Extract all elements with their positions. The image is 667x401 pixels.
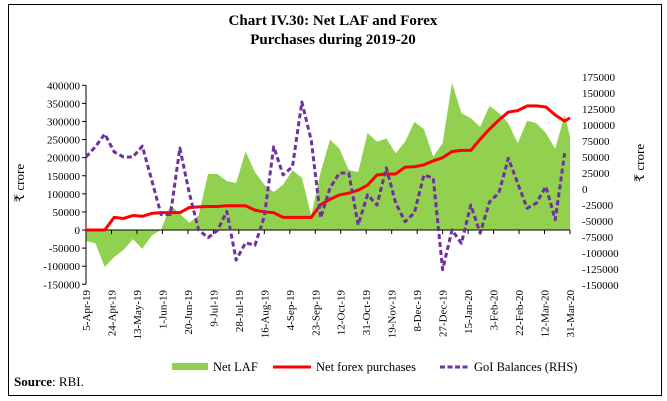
y-left-tick-label: 250000 [47,135,81,147]
net-laf-area [86,82,570,267]
x-tick-label: 31-Mar-20 [565,290,577,338]
y-right-tick-label: 25000 [582,168,610,180]
x-tick-label: 27-Dec-19 [438,290,450,338]
y-left-tick-label: -150000 [43,279,80,291]
x-tick-label: 22-Feb-20 [514,290,526,336]
y-right-tick-label: 75000 [582,136,610,148]
x-tick-label: 9-Jul-19 [208,290,220,327]
x-tick-label: 20-Jun-19 [183,290,195,335]
source-text: : RBI. [52,374,84,389]
source-label: Source [14,374,52,389]
y-right-tick-label: -50000 [582,216,614,228]
y-axis-right-label: ₹ crore [632,144,647,182]
net-laf-area-layer [86,82,570,267]
y-left-tick-label: -50000 [49,243,81,255]
x-tick-label: 8-Dec-19 [412,290,424,332]
source-note: Source: RBI. [14,374,84,389]
chart-title-line1: Chart IV.30: Net LAF and Forex [229,13,438,29]
x-tick-label: 19-Nov-19 [387,290,399,339]
y-left-tick-label: 100000 [47,189,81,201]
y-left-tick-label: 150000 [47,171,81,183]
x-tick-label: 5-Apr-19 [81,290,93,331]
x-tick-label: 28-Jul-19 [234,290,246,333]
y-left-tick-label: 0 [75,225,81,237]
y-left-tick-label: 200000 [47,153,81,165]
x-tick-label: 16-Aug-19 [259,290,271,339]
x-tick-label: 24-Apr-19 [106,290,118,337]
y-right-tick-label: -100000 [582,248,619,260]
x-tick-label: 23-Sep-19 [310,290,322,336]
chart-title-line2: Purchases during 2019-20 [250,32,416,48]
y-left-tick-label: 50000 [53,207,81,219]
y-axis-left-label: ₹ crore [12,164,27,202]
y-right-tick-label: 50000 [582,152,610,164]
legend-label-net-forex: Net forex purchases [316,360,416,374]
x-tick-label: 12-Mar-20 [540,290,552,338]
x-tick-label: 13-May-19 [132,290,144,340]
x-tick-label: 4-Sep-19 [285,290,297,331]
y-right-tick-label: 0 [582,184,588,196]
x-tick-label: 1-Jun-19 [157,290,169,330]
lines-layer [84,100,571,272]
y-right-tick-label: 125000 [582,104,616,116]
y-left-tick-label: 300000 [47,116,81,128]
x-tick-label: 15-Jan-20 [463,290,475,334]
axes: 4000003500003000002500002000001500001000… [43,72,619,340]
x-tick-label: 3-Feb-20 [489,290,501,331]
legend-swatch-net-laf [172,363,208,370]
y-right-tick-label: 100000 [582,120,616,132]
y-right-tick-label: 150000 [582,88,616,100]
legend: Net LAF Net forex purchases GoI Balances… [172,360,577,374]
y-right-tick-label: -25000 [582,200,614,212]
x-tick-label: 12-Oct-19 [336,290,348,336]
net-forex-purchases-line [86,104,571,232]
legend-label-goi-balances: GoI Balances (RHS) [474,360,577,374]
y-left-tick-label: 350000 [47,98,81,110]
goi-balances-line [84,100,567,272]
y-left-tick-label: -100000 [43,261,80,273]
y-left-tick-label: 400000 [47,80,81,92]
y-right-tick-label: -75000 [582,232,614,244]
y-right-tick-label: 175000 [582,72,616,84]
x-tick-label: 31-Oct-19 [361,290,373,336]
y-right-tick-label: -125000 [582,264,619,276]
legend-label-net-laf: Net LAF [213,360,258,374]
y-right-tick-label: -150000 [582,280,619,292]
